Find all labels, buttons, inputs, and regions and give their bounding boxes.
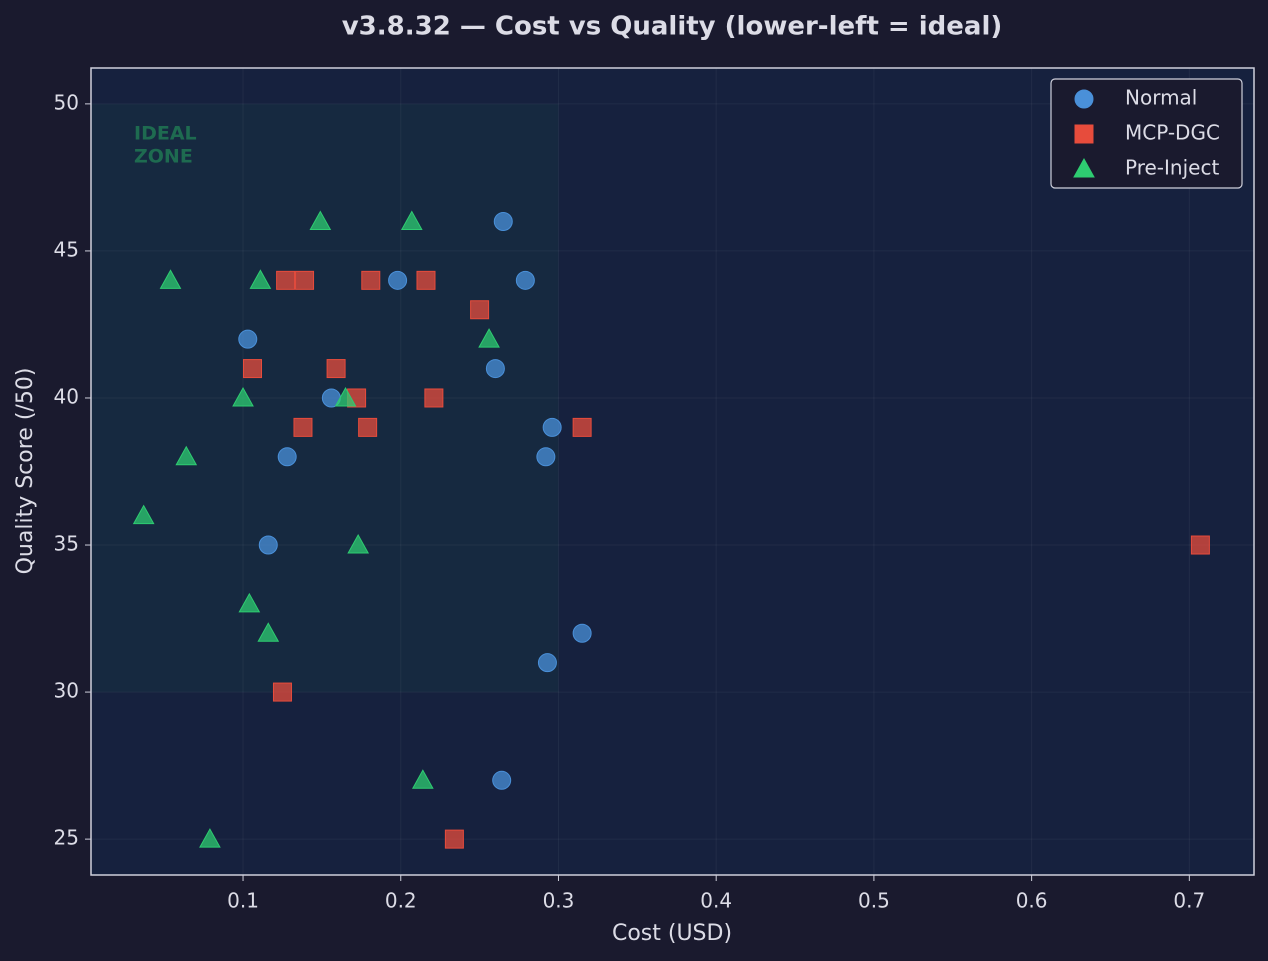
y-tick-label: 25 bbox=[54, 826, 79, 850]
y-tick-label: 45 bbox=[54, 237, 79, 261]
x-tick-label: 0.5 bbox=[858, 889, 890, 913]
legend-label: Normal bbox=[1125, 86, 1197, 110]
point bbox=[444, 829, 464, 849]
point bbox=[493, 212, 513, 232]
point bbox=[199, 828, 221, 848]
legend-marker bbox=[1074, 124, 1094, 144]
point bbox=[358, 417, 378, 437]
point bbox=[334, 386, 357, 407]
point bbox=[537, 653, 557, 673]
point bbox=[388, 270, 408, 290]
point bbox=[361, 270, 381, 290]
point bbox=[515, 270, 535, 290]
ideal-zone-label: IDEAL bbox=[134, 123, 197, 145]
point bbox=[295, 270, 315, 290]
x-tick-label: 0.3 bbox=[543, 889, 575, 913]
point bbox=[276, 270, 296, 290]
point bbox=[416, 270, 436, 290]
legend-marker bbox=[1074, 89, 1094, 109]
point bbox=[411, 769, 434, 789]
plot-frame bbox=[90, 67, 1255, 876]
point bbox=[326, 359, 346, 379]
point bbox=[572, 417, 592, 437]
y-tick-label: 35 bbox=[54, 532, 79, 556]
point bbox=[232, 386, 254, 407]
point bbox=[400, 210, 423, 231]
point bbox=[238, 329, 258, 349]
point bbox=[258, 535, 278, 555]
point bbox=[293, 417, 313, 437]
x-tick-label: 0.4 bbox=[700, 889, 732, 913]
y-tick-label: 40 bbox=[54, 384, 79, 408]
point bbox=[132, 504, 155, 525]
x-axis-label: Cost (USD) bbox=[612, 921, 732, 946]
point bbox=[243, 359, 263, 379]
point bbox=[277, 447, 297, 467]
point bbox=[159, 269, 182, 289]
point bbox=[238, 592, 261, 613]
x-tick-label: 0.2 bbox=[385, 889, 417, 913]
legend-marker bbox=[1073, 157, 1095, 178]
point bbox=[249, 269, 272, 289]
x-tick-label: 0.6 bbox=[1016, 889, 1048, 913]
y-axis-label: Quality Score (/50) bbox=[13, 368, 38, 575]
point bbox=[175, 445, 198, 466]
y-tick-label: 50 bbox=[54, 90, 79, 114]
point bbox=[536, 447, 556, 467]
point bbox=[478, 328, 500, 348]
point bbox=[572, 623, 592, 643]
point bbox=[347, 533, 370, 554]
point bbox=[424, 388, 444, 408]
x-tick-label: 0.1 bbox=[227, 889, 259, 913]
point bbox=[542, 417, 562, 437]
chart-title: v3.8.32 — Cost vs Quality (lower-left = … bbox=[342, 12, 1003, 42]
legend-label: MCP-DGC bbox=[1125, 121, 1220, 145]
point bbox=[485, 359, 505, 379]
legend-box bbox=[1050, 78, 1243, 189]
point bbox=[470, 300, 490, 320]
x-tick-label: 0.7 bbox=[1173, 889, 1205, 913]
point bbox=[309, 210, 332, 231]
ideal-zone-label: ZONE bbox=[134, 146, 193, 168]
plot-area bbox=[91, 68, 1254, 875]
point bbox=[257, 622, 280, 642]
point bbox=[492, 770, 512, 790]
point bbox=[1190, 535, 1210, 555]
legend-label: Pre-Inject bbox=[1125, 156, 1219, 180]
point bbox=[272, 682, 292, 702]
y-tick-label: 30 bbox=[54, 679, 79, 703]
